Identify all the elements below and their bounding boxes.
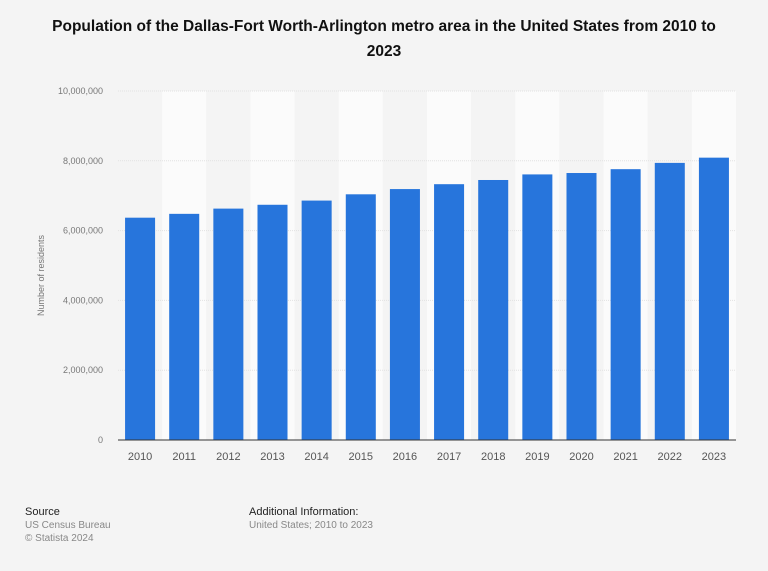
bar-2018 xyxy=(478,179,509,440)
bar-2016 xyxy=(389,189,420,440)
y-tick-label: 2,000,000 xyxy=(63,365,103,375)
source-text[interactable]: US Census Bureau xyxy=(25,520,111,531)
bar-2011 xyxy=(169,213,200,440)
bar-2010 xyxy=(125,217,156,440)
x-tick-label: 2019 xyxy=(525,451,549,463)
x-tick-label: 2018 xyxy=(481,451,505,463)
x-tick-label: 2015 xyxy=(349,451,373,463)
y-tick-label: 10,000,000 xyxy=(58,86,103,96)
y-axis-label: Number of residents xyxy=(36,234,46,316)
x-tick-label: 2017 xyxy=(437,451,461,463)
source-block: Source US Census Bureau © Statista 2024 xyxy=(25,506,111,545)
x-tick-label: 2013 xyxy=(260,451,284,463)
bar-chart: 0 2,000,000 4,000,000 6,000,000 8,000,000 10,… xyxy=(36,86,736,463)
y-tick-label: 4,000,000 xyxy=(63,295,103,305)
y-tick-label: 8,000,000 xyxy=(63,156,103,166)
bar-2012 xyxy=(213,208,244,440)
bar-2023 xyxy=(698,157,729,440)
chart-title: Population of the Dallas-Fort Worth-Arli… xyxy=(52,18,716,60)
additional-info-heading: Additional Information: xyxy=(249,506,359,518)
bar-2020 xyxy=(566,173,597,440)
x-tick-label: 2010 xyxy=(128,451,152,463)
bar-2014 xyxy=(301,200,332,440)
bar-2021 xyxy=(610,169,641,440)
bar-2022 xyxy=(654,162,685,441)
bar-2017 xyxy=(434,184,465,440)
additional-info-block: Additional Information: United States; 2… xyxy=(249,506,373,532)
x-tick-label: 2011 xyxy=(172,451,196,463)
x-tick-label: 2022 xyxy=(658,451,682,463)
x-tick-label: 2020 xyxy=(569,451,593,463)
additional-info-text: United States; 2010 to 2023 xyxy=(249,520,373,531)
x-tick-label: 2016 xyxy=(393,451,417,463)
x-tick-label: 2014 xyxy=(304,451,328,463)
source-heading: Source xyxy=(25,506,60,518)
y-tick-label: 0 xyxy=(98,435,103,445)
y-tick-label: 6,000,000 xyxy=(63,226,103,236)
x-tick-label: 2023 xyxy=(702,451,726,463)
x-tick-label: 2021 xyxy=(613,451,637,463)
bar-2019 xyxy=(522,174,553,440)
bar-2015 xyxy=(345,194,376,440)
bar-2013 xyxy=(257,204,288,440)
copyright-text: © Statista 2024 xyxy=(25,533,94,544)
x-tick-label: 2012 xyxy=(216,451,240,463)
